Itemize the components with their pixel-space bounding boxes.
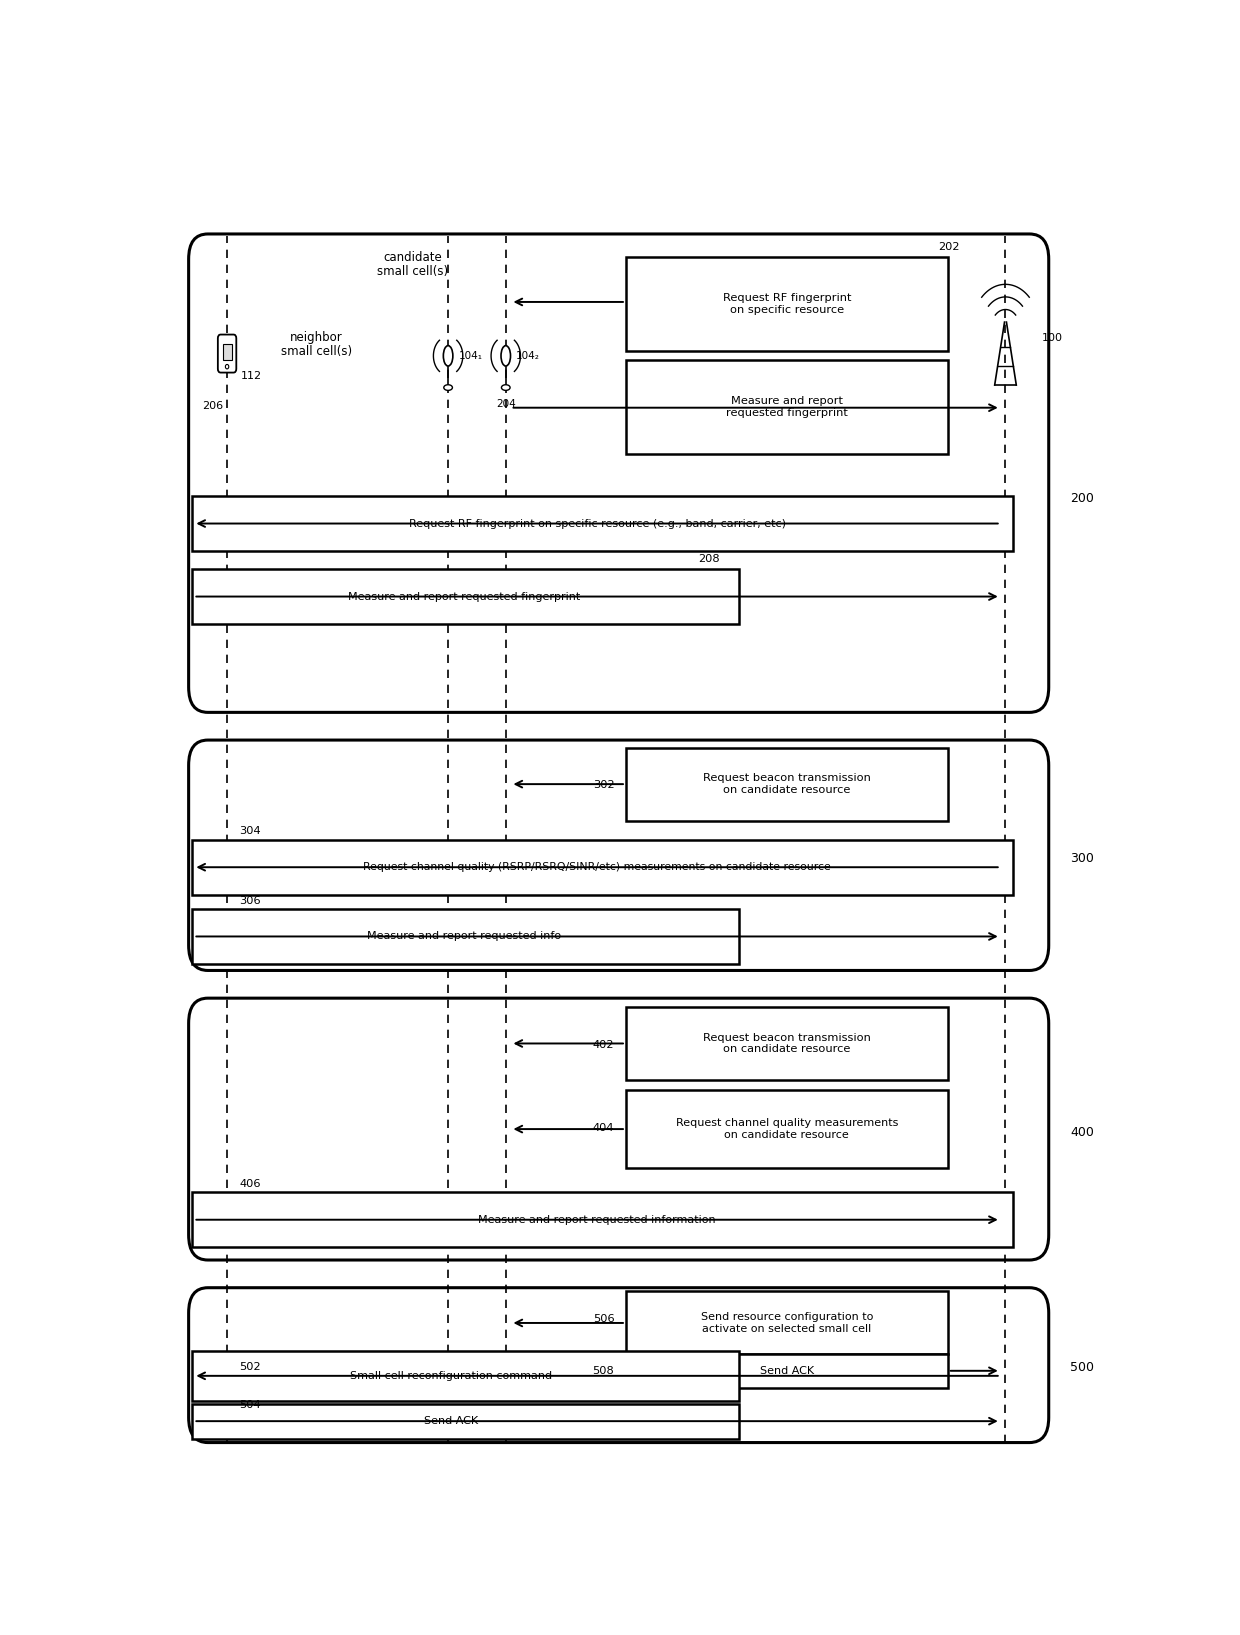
FancyBboxPatch shape (188, 741, 1049, 971)
Bar (191, 1403, 739, 1439)
Text: Measure and report requested fingerprint: Measure and report requested fingerprint (348, 592, 580, 602)
Ellipse shape (444, 384, 453, 391)
Text: Measure and report
requested fingerprint: Measure and report requested fingerprint (725, 396, 848, 419)
Text: small cell(s): small cell(s) (281, 345, 352, 358)
Text: Measure and report requested information: Measure and report requested information (479, 1215, 715, 1225)
Text: neighbor: neighbor (290, 330, 342, 343)
FancyBboxPatch shape (188, 234, 1049, 713)
Text: 506: 506 (593, 1315, 614, 1324)
Bar (626, 257, 947, 352)
Bar (626, 1354, 947, 1388)
Text: 208: 208 (698, 554, 719, 564)
Text: Request channel quality (RSRP/RSRQ/SINR/etc) measurements on candidate resource: Request channel quality (RSRP/RSRQ/SINR/… (363, 862, 831, 871)
Text: Request RF fingerprint
on specific resource: Request RF fingerprint on specific resou… (723, 293, 851, 314)
Text: Send ACK: Send ACK (424, 1416, 479, 1426)
Text: 206: 206 (202, 402, 223, 412)
Text: 306: 306 (239, 896, 262, 906)
Bar (191, 909, 739, 965)
Text: 500: 500 (1070, 1360, 1095, 1373)
FancyBboxPatch shape (188, 1288, 1049, 1442)
Text: 104₁: 104₁ (459, 352, 482, 361)
Text: 204: 204 (496, 399, 516, 409)
Text: 502: 502 (239, 1362, 262, 1372)
Text: Request channel quality measurements
on candidate resource: Request channel quality measurements on … (676, 1118, 898, 1140)
Ellipse shape (501, 384, 510, 391)
Bar (626, 747, 947, 821)
Text: 406: 406 (239, 1179, 262, 1190)
Text: candidate: candidate (383, 252, 441, 265)
Ellipse shape (501, 345, 511, 366)
Text: 100: 100 (1042, 334, 1063, 343)
Text: 202: 202 (937, 242, 960, 252)
Text: 302: 302 (593, 780, 614, 790)
Text: 300: 300 (1070, 852, 1095, 865)
Bar (191, 1192, 1013, 1248)
Bar (191, 1351, 739, 1401)
Bar (191, 839, 1013, 894)
Text: Small cell reconfiguration command: Small cell reconfiguration command (350, 1370, 552, 1382)
Bar (191, 569, 739, 625)
Text: 200: 200 (1070, 492, 1095, 505)
Text: 304: 304 (239, 826, 262, 835)
Text: Send resource configuration to
activate on selected small cell: Send resource configuration to activate … (701, 1313, 873, 1334)
Text: Request beacon transmission
on candidate resource: Request beacon transmission on candidate… (703, 773, 870, 795)
Text: small cell(s): small cell(s) (377, 265, 448, 278)
Text: 402: 402 (593, 1040, 614, 1050)
Text: Measure and report requested info: Measure and report requested info (367, 932, 562, 942)
Text: Request RF fingerprint on specific resource (e.g., band, carrier, etc): Request RF fingerprint on specific resou… (408, 518, 786, 528)
Bar (223, 343, 232, 360)
Text: 504: 504 (239, 1400, 262, 1409)
Text: Send ACK: Send ACK (760, 1367, 813, 1377)
Ellipse shape (444, 345, 453, 366)
Bar (626, 360, 947, 455)
FancyBboxPatch shape (218, 335, 237, 373)
Text: Request beacon transmission
on candidate resource: Request beacon transmission on candidate… (703, 1033, 870, 1055)
Text: 508: 508 (593, 1365, 614, 1375)
Circle shape (226, 365, 228, 370)
Bar (191, 495, 1013, 551)
Text: 404: 404 (593, 1123, 614, 1133)
Text: 104₂: 104₂ (516, 352, 539, 361)
Text: 400: 400 (1070, 1127, 1095, 1140)
Bar (626, 1091, 947, 1167)
Bar (626, 1007, 947, 1081)
FancyBboxPatch shape (188, 997, 1049, 1261)
Bar (626, 1292, 947, 1354)
Text: 112: 112 (241, 371, 262, 381)
